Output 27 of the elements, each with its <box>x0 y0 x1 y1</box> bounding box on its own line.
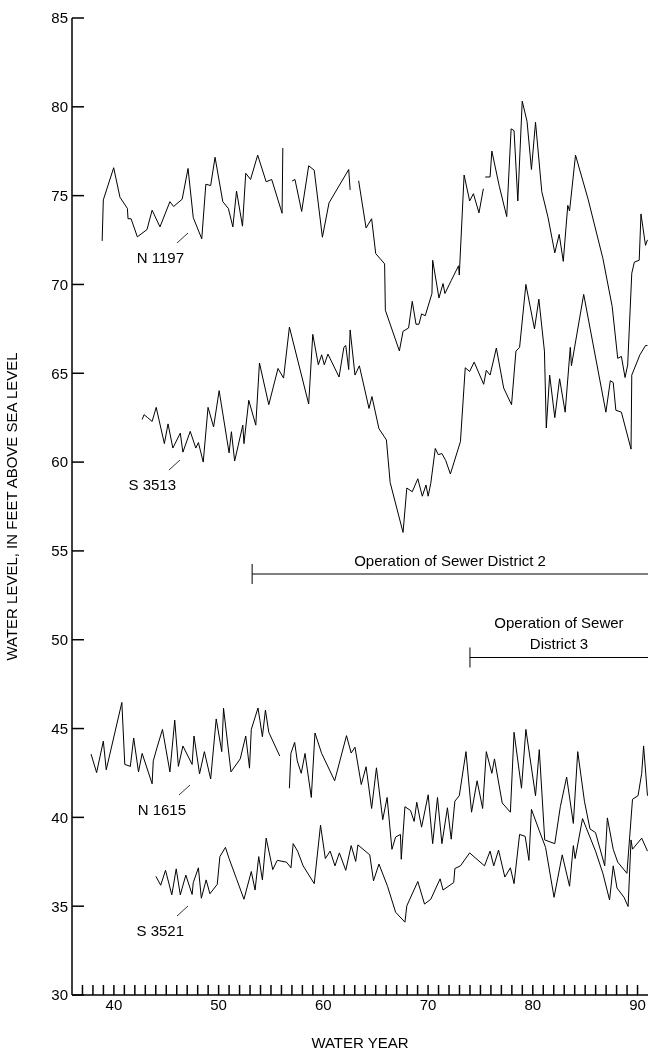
y-tick-label: 35 <box>51 897 68 915</box>
y-tick-label: 45 <box>51 719 68 737</box>
y-tick-label: 75 <box>51 186 68 204</box>
y-tick-label: 50 <box>51 631 68 649</box>
y-tick-label: 70 <box>51 275 68 293</box>
x-tick-label: 70 <box>419 995 437 1013</box>
y-tick-label: 40 <box>51 808 68 826</box>
y-tick-label: 30 <box>51 986 68 1004</box>
x-tick-label: 40 <box>105 995 123 1013</box>
y-tick-label: 80 <box>51 98 68 116</box>
annotation: S 3521 <box>136 922 184 939</box>
line-series <box>141 283 648 533</box>
x-tick-label: 60 <box>315 995 332 1013</box>
y-axis-title: WATER LEVEL, IN FEET ABOVE SEA LEVEL <box>3 352 21 661</box>
y-tick-label: 65 <box>51 364 68 382</box>
annotation: N 1615 <box>137 801 186 818</box>
annotation: N 1197 <box>136 249 184 266</box>
y-tick-label: 60 <box>51 453 68 471</box>
annotation: S 3513 <box>128 476 176 493</box>
x-axis-title: WATER YEAR <box>311 1034 409 1051</box>
series-label: Operation of Sewer District 3 <box>494 614 624 653</box>
y-tick-label: 55 <box>51 542 68 560</box>
x-tick-label: 90 <box>629 995 646 1013</box>
x-tick-label: 50 <box>210 995 227 1013</box>
y-tick-label: 85 <box>51 9 68 27</box>
series-label: Operation of Sewer District 2 <box>354 552 546 569</box>
x-tick-label: 80 <box>524 995 542 1013</box>
